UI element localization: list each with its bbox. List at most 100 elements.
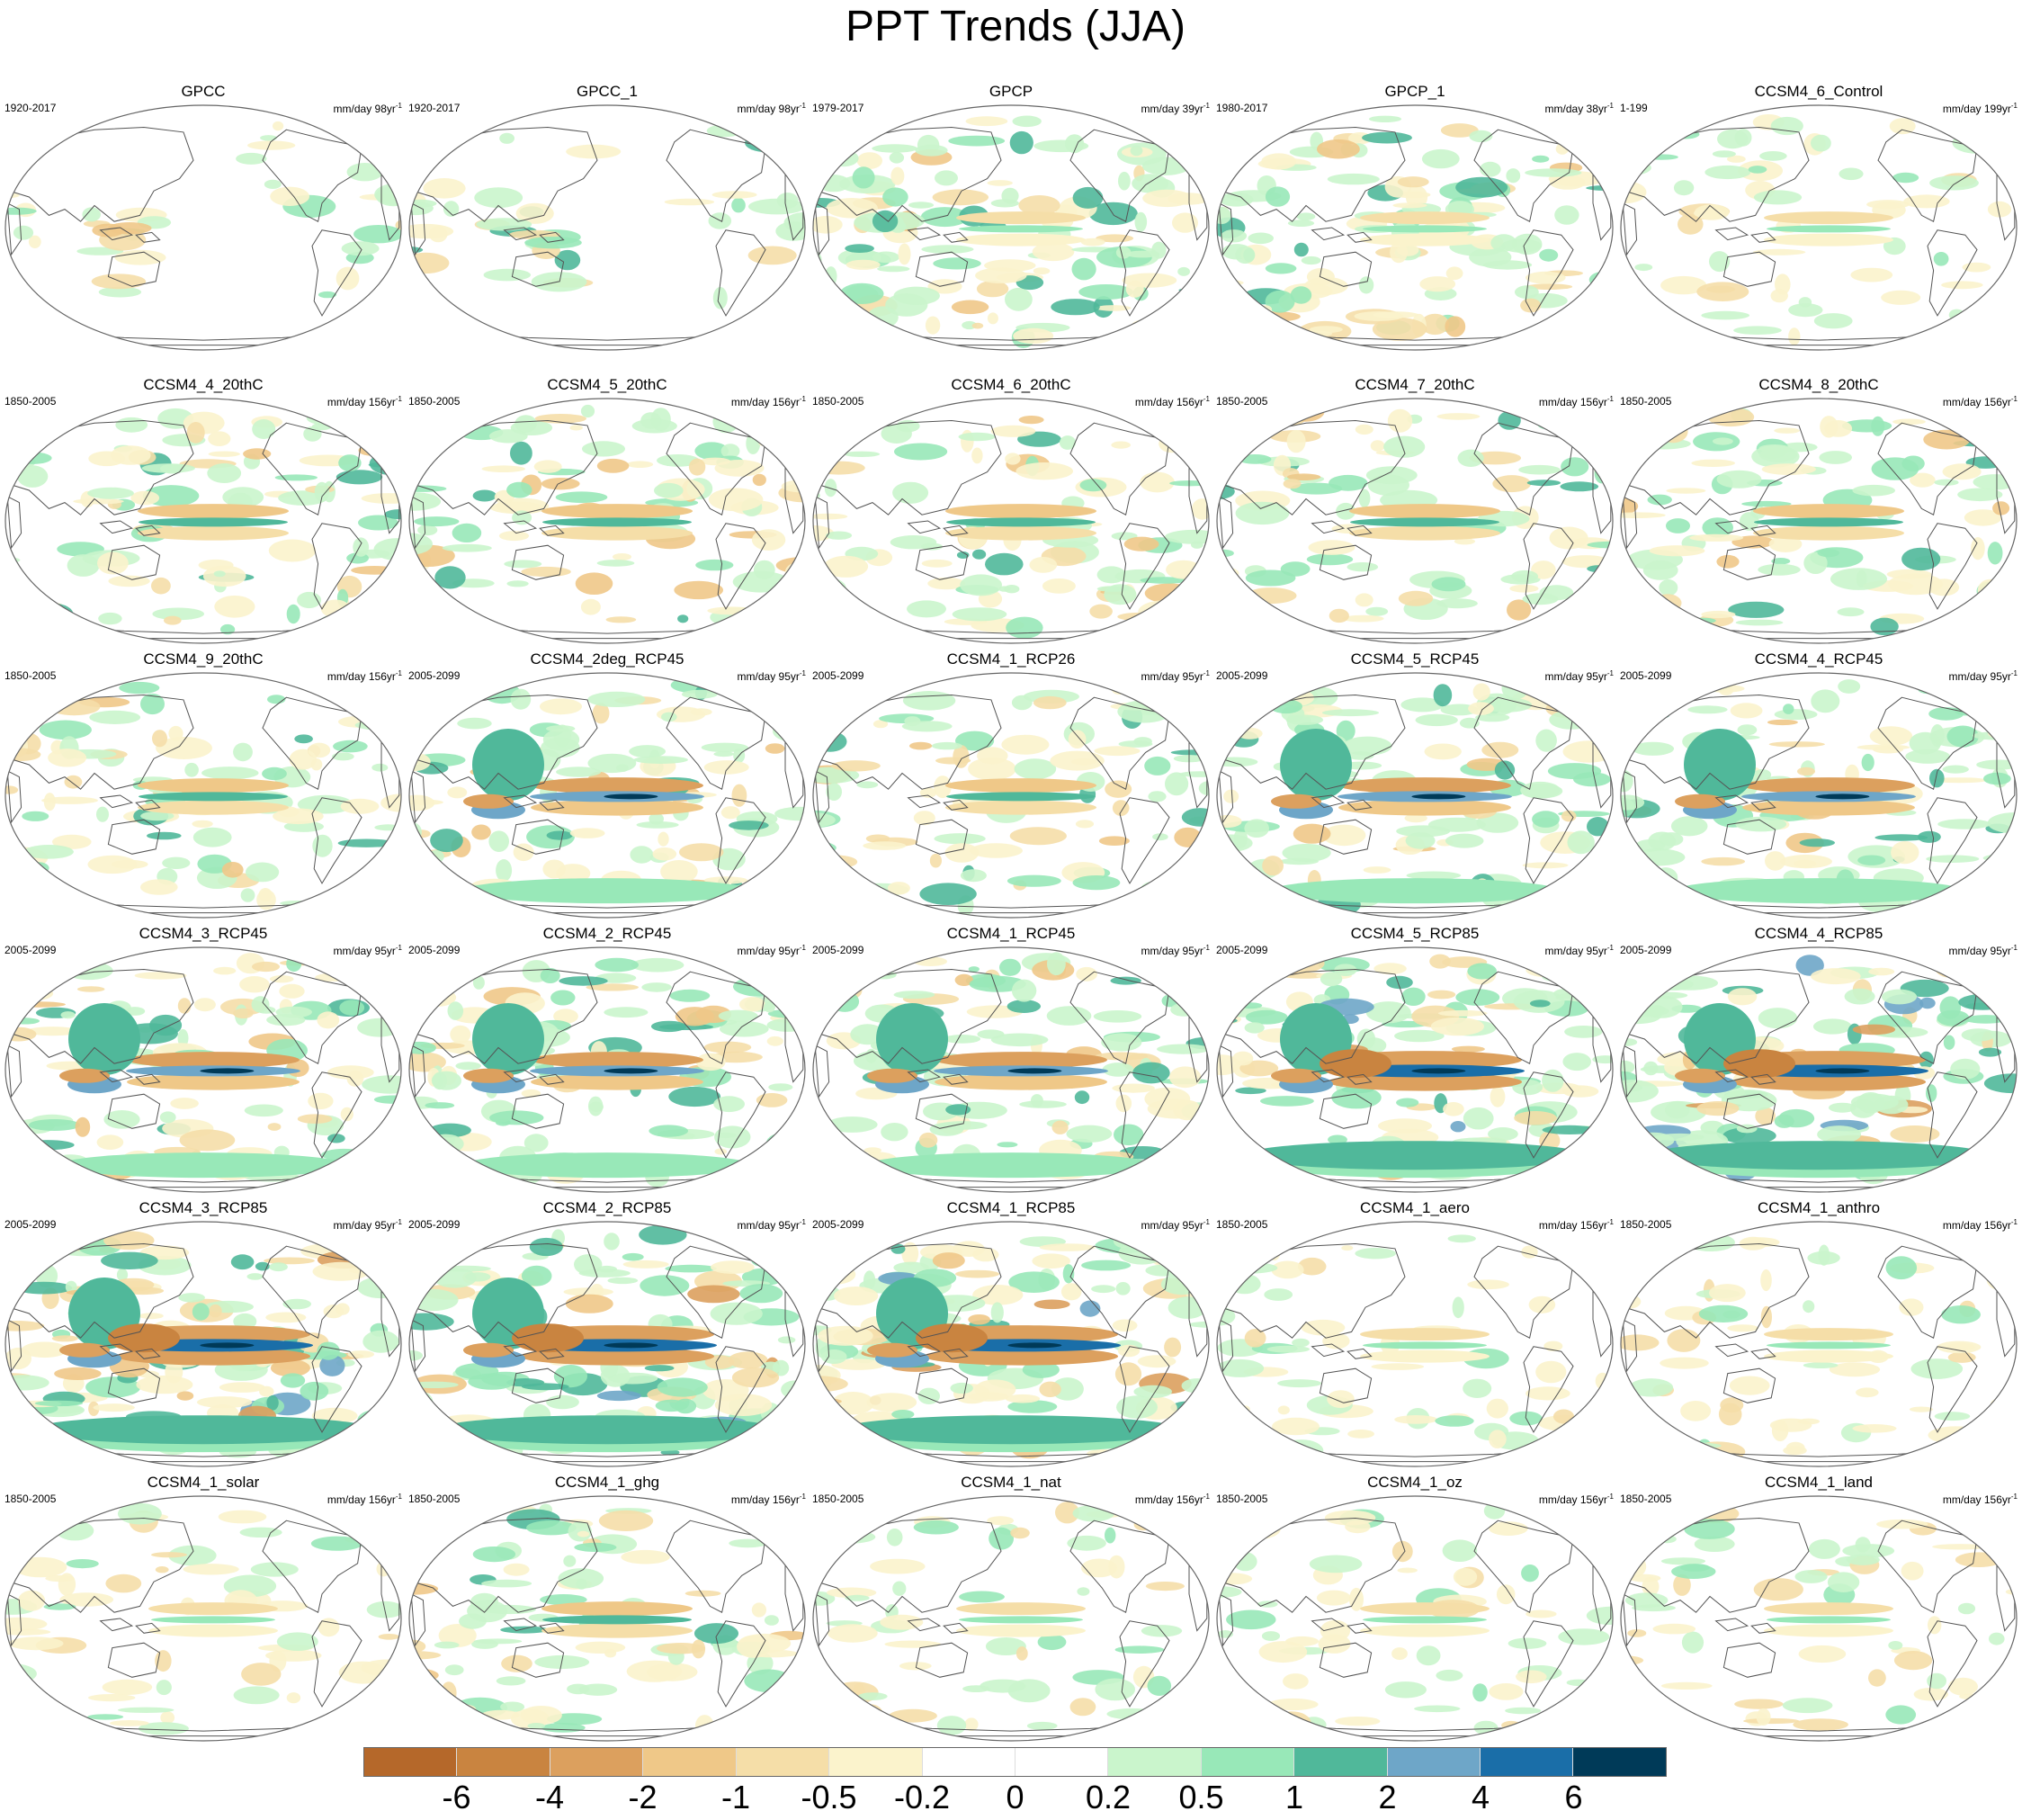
trend-map bbox=[1216, 1221, 1614, 1467]
map-panel: CCSM4_4_RCP45 2005-2099 mm/day 95yr-1 bbox=[1618, 650, 2019, 920]
colorbar-tick-label: -2 bbox=[628, 1779, 658, 1816]
panel-title: GPCP_1 bbox=[1384, 83, 1445, 100]
panel-units: mm/day 156yr-1 bbox=[327, 395, 402, 408]
colorbar-tick-label: 0 bbox=[1006, 1779, 1024, 1816]
colorbar-tick-label: -0.2 bbox=[893, 1779, 951, 1816]
panel-units: mm/day 156yr-1 bbox=[327, 1493, 402, 1506]
map-panel: CCSM4_5_20thC 1850-2005 mm/day 156yr-1 bbox=[407, 376, 808, 646]
map-panel: CCSM4_1_ghg 1850-2005 mm/day 156yr-1 bbox=[407, 1474, 808, 1744]
panel-title: CCSM4_1_land bbox=[1764, 1474, 1873, 1491]
colorbar-box bbox=[1573, 1748, 1666, 1776]
map-panel: CCSM4_1_RCP85 2005-2099 mm/day 95yr-1 bbox=[810, 1199, 1212, 1469]
panel-period: 2005-2099 bbox=[1620, 669, 1672, 682]
panel-period: 1850-2005 bbox=[4, 1493, 57, 1505]
trend-map bbox=[4, 104, 402, 351]
panel-period: 2005-2099 bbox=[4, 1218, 57, 1231]
panel-units: mm/day 95yr-1 bbox=[1141, 944, 1210, 957]
panel-period: 1850-2005 bbox=[812, 1493, 864, 1505]
colorbar-box bbox=[1201, 1748, 1295, 1776]
panel-units: mm/day 156yr-1 bbox=[1942, 395, 2018, 408]
colorbar-tick-label: 2 bbox=[1378, 1779, 1397, 1816]
panel-units: mm/day 156yr-1 bbox=[1538, 1218, 1614, 1232]
trend-map bbox=[1620, 1221, 2018, 1467]
figure-title: PPT Trends (JJA) bbox=[846, 3, 1185, 50]
panel-period: 1850-2005 bbox=[1216, 1493, 1268, 1505]
panel-period: 1850-2005 bbox=[4, 669, 57, 682]
trend-map bbox=[1620, 946, 2018, 1193]
panel-title: CCSM4_1_RCP45 bbox=[946, 925, 1076, 942]
panel-period: 2005-2099 bbox=[408, 669, 461, 682]
panel-period: 1850-2005 bbox=[812, 395, 864, 408]
panel-units: mm/day 95yr-1 bbox=[737, 944, 806, 957]
panel-period: 2005-2099 bbox=[4, 944, 57, 956]
panel-title: CCSM4_5_RCP45 bbox=[1350, 650, 1480, 668]
colorbar-box bbox=[1015, 1748, 1109, 1776]
colorbar-box bbox=[1294, 1748, 1388, 1776]
panel-units: mm/day 95yr-1 bbox=[1141, 669, 1210, 683]
panel-title: GPCC_1 bbox=[576, 83, 639, 100]
map-panel: CCSM4_5_RCP85 2005-2099 mm/day 95yr-1 bbox=[1214, 925, 1615, 1195]
panel-units: mm/day 95yr-1 bbox=[737, 1218, 806, 1232]
panel-period: 1-199 bbox=[1620, 102, 1648, 114]
panel-period: 2005-2099 bbox=[1216, 944, 1268, 956]
map-panel: CCSM4_6_20thC 1850-2005 mm/day 156yr-1 bbox=[810, 376, 1212, 646]
map-panel: CCSM4_1_solar 1850-2005 mm/day 156yr-1 bbox=[3, 1474, 404, 1744]
panel-units: mm/day 156yr-1 bbox=[730, 395, 806, 408]
map-panel: CCSM4_9_20thC 1850-2005 mm/day 156yr-1 bbox=[3, 650, 404, 920]
panel-units: mm/day 98yr-1 bbox=[333, 102, 402, 115]
trend-map bbox=[4, 398, 402, 644]
panel-title: CCSM4_6_20thC bbox=[951, 376, 1071, 393]
colorbar-box bbox=[364, 1748, 458, 1776]
trend-map bbox=[1216, 1495, 1614, 1742]
colorbar-box bbox=[736, 1748, 830, 1776]
panel-title: CCSM4_4_RCP85 bbox=[1754, 925, 1883, 942]
trend-map bbox=[1216, 946, 1614, 1193]
panel-units: mm/day 38yr-1 bbox=[1544, 102, 1614, 115]
panel-title: GPCC bbox=[181, 83, 226, 100]
panel-title: CCSM4_4_RCP45 bbox=[1754, 650, 1883, 668]
trend-map bbox=[1620, 398, 2018, 644]
map-panel: CCSM4_5_RCP45 2005-2099 mm/day 95yr-1 bbox=[1214, 650, 1615, 920]
panel-title: GPCP bbox=[989, 83, 1033, 100]
trend-map bbox=[812, 1221, 1210, 1467]
colorbar-tick-label: -6 bbox=[442, 1779, 471, 1816]
panel-period: 2005-2099 bbox=[1216, 669, 1268, 682]
trend-map bbox=[1620, 1495, 2018, 1742]
colorbar-tick-label: 0.5 bbox=[1178, 1779, 1224, 1816]
colorbar bbox=[363, 1747, 1667, 1777]
trend-map bbox=[408, 946, 806, 1193]
panel-period: 1980-2017 bbox=[1216, 102, 1268, 114]
trend-map bbox=[1216, 104, 1614, 351]
map-panel: CCSM4_1_anthro 1850-2005 mm/day 156yr-1 bbox=[1618, 1199, 2019, 1469]
colorbar-box bbox=[1387, 1748, 1481, 1776]
map-panel: CCSM4_1_land 1850-2005 mm/day 156yr-1 bbox=[1618, 1474, 2019, 1744]
panel-title: CCSM4_9_20thC bbox=[143, 650, 264, 668]
panel-period: 1850-2005 bbox=[4, 395, 57, 408]
panel-units: mm/day 95yr-1 bbox=[1544, 944, 1614, 957]
panel-period: 1850-2005 bbox=[408, 1493, 461, 1505]
map-panel: CCSM4_2deg_RCP45 2005-2099 mm/day 95yr-1 bbox=[407, 650, 808, 920]
colorbar-tick-label: 0.2 bbox=[1085, 1779, 1132, 1816]
panel-period: 1850-2005 bbox=[1620, 1493, 1672, 1505]
colorbar-box bbox=[1481, 1748, 1574, 1776]
panel-title: CCSM4_2_RCP85 bbox=[542, 1199, 672, 1216]
panel-units: mm/day 156yr-1 bbox=[730, 1493, 806, 1506]
map-panel: GPCC_1 1920-2017 mm/day 98yr-1 bbox=[407, 83, 808, 353]
map-panel: GPCP 1979-2017 mm/day 39yr-1 bbox=[810, 83, 1212, 353]
panel-title: CCSM4_2deg_RCP45 bbox=[530, 650, 684, 668]
colorbar-box bbox=[829, 1748, 923, 1776]
map-panel: CCSM4_7_20thC 1850-2005 mm/day 156yr-1 bbox=[1214, 376, 1615, 646]
panel-title: CCSM4_5_20thC bbox=[547, 376, 667, 393]
colorbar-tick-label: -1 bbox=[720, 1779, 751, 1816]
panel-units: mm/day 156yr-1 bbox=[1942, 1218, 2018, 1232]
trend-map bbox=[812, 1495, 1210, 1742]
panel-units: mm/day 156yr-1 bbox=[1538, 395, 1614, 408]
colorbar-box bbox=[643, 1748, 737, 1776]
map-panel: CCSM4_1_aero 1850-2005 mm/day 156yr-1 bbox=[1214, 1199, 1615, 1469]
panel-title: CCSM4_5_RCP85 bbox=[1350, 925, 1480, 942]
panel-units: mm/day 95yr-1 bbox=[1141, 1218, 1210, 1232]
panel-title: CCSM4_8_20thC bbox=[1758, 376, 1879, 393]
colorbar-tick-label: 1 bbox=[1284, 1779, 1304, 1816]
panel-title: CCSM4_1_RCP26 bbox=[946, 650, 1076, 668]
panel-title: CCSM4_7_20thC bbox=[1355, 376, 1475, 393]
